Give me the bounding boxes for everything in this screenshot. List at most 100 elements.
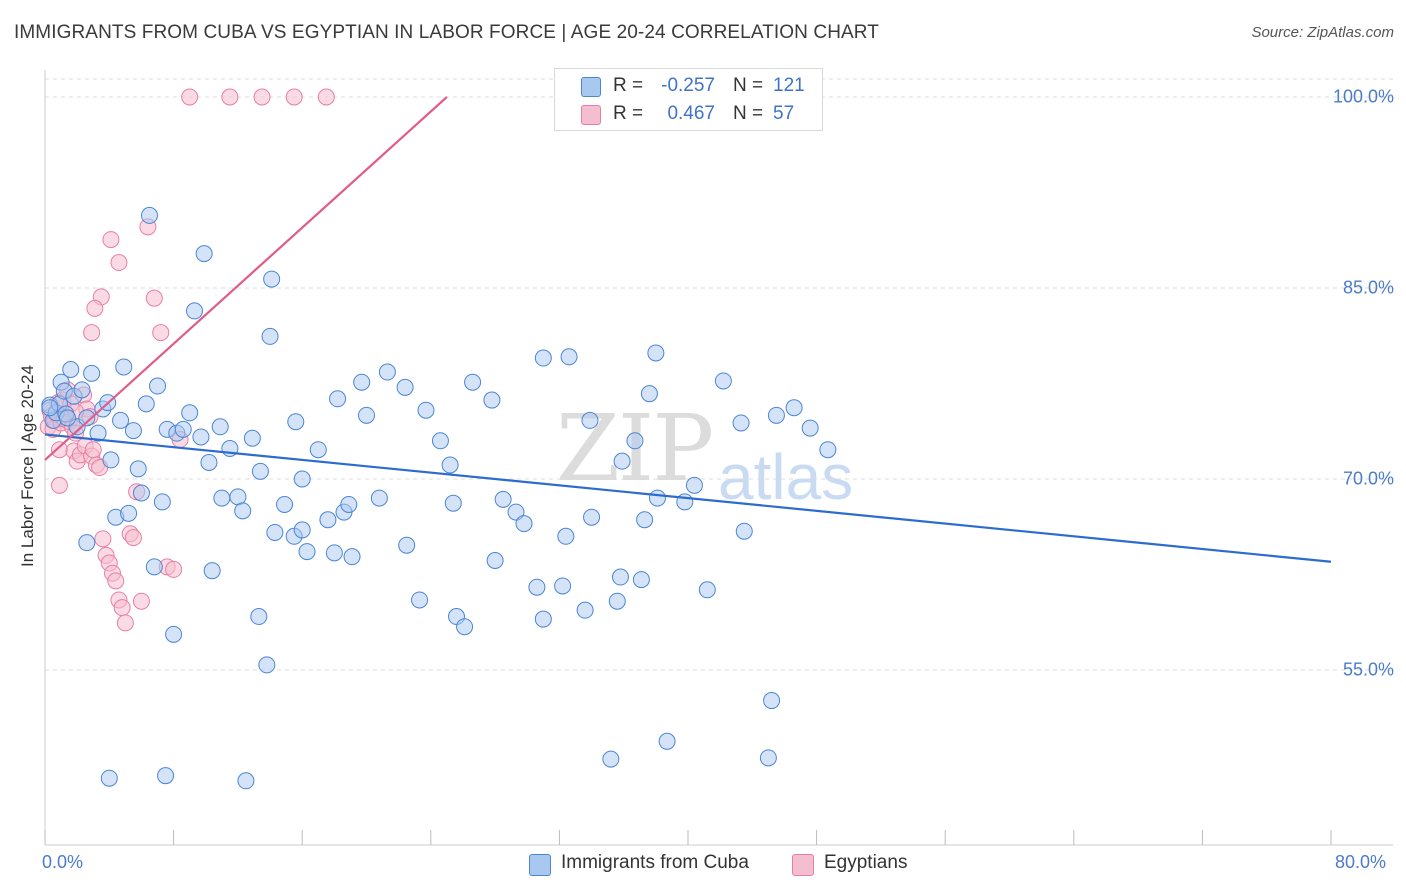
egypt-swatch xyxy=(581,105,601,125)
y-axis-label: In Labor Force | Age 20-24 xyxy=(18,365,37,567)
y-tick-70: 70.0% xyxy=(1342,468,1394,489)
stats-row-egypt: R = 0.467 N = 57 xyxy=(555,100,822,128)
egypt-point xyxy=(145,289,163,307)
cuba-point xyxy=(157,767,175,785)
r-value-egypt: 0.467 xyxy=(667,103,715,124)
cuba-swatch xyxy=(581,77,601,97)
egypt-point xyxy=(50,476,68,494)
cuba-point xyxy=(560,348,578,366)
egypt-trend-line xyxy=(44,96,448,461)
cuba-point xyxy=(149,377,167,395)
cuba-point xyxy=(263,270,281,288)
cuba-point xyxy=(732,414,750,432)
cuba-point xyxy=(515,515,533,533)
cuba-point xyxy=(185,302,203,320)
egypt-point xyxy=(124,529,142,547)
cuba-point xyxy=(611,568,629,586)
cuba-point xyxy=(411,591,429,609)
cuba-point xyxy=(287,413,305,431)
cuba-point xyxy=(486,551,504,569)
cuba-point xyxy=(378,363,396,381)
n-value-cuba: 121 xyxy=(773,75,805,96)
egypt-point xyxy=(132,592,150,610)
cuba-point xyxy=(309,441,327,459)
cuba-point xyxy=(581,411,599,429)
cuba-point xyxy=(203,562,221,580)
cuba-point xyxy=(112,411,130,429)
egypt-point xyxy=(317,88,335,106)
cuba-point xyxy=(343,548,361,566)
egypt-point xyxy=(84,441,102,459)
cuba-point xyxy=(785,399,803,417)
cuba-point xyxy=(137,395,155,413)
cuba-point xyxy=(431,432,449,450)
cuba-point xyxy=(211,418,229,436)
egypt-point xyxy=(152,324,170,342)
cuba-point xyxy=(258,656,276,674)
cuba-point xyxy=(237,772,255,790)
n-value-egypt: 57 xyxy=(773,103,795,124)
cuba-point xyxy=(293,521,311,539)
cuba-point xyxy=(293,470,311,488)
cuba-point xyxy=(613,452,631,470)
cuba-point xyxy=(83,364,101,382)
x-tick-max: 80.0% xyxy=(1335,852,1387,872)
cuba-point xyxy=(266,523,284,541)
cuba-point xyxy=(153,493,171,511)
cuba-point xyxy=(340,495,358,513)
cuba-point xyxy=(174,420,192,438)
cuba-point xyxy=(353,373,371,391)
cuba-point xyxy=(298,543,316,561)
egypt-point xyxy=(116,614,134,632)
egypt-point xyxy=(165,560,183,578)
egypt-point xyxy=(94,530,112,548)
cuba-point xyxy=(554,577,572,595)
legend-label-egypt: Egyptians xyxy=(824,852,908,873)
cuba-point xyxy=(534,610,552,628)
cuba-point xyxy=(120,504,138,522)
cuba-point xyxy=(251,462,269,480)
cuba-point xyxy=(195,245,213,263)
cuba-point xyxy=(213,489,231,507)
cuba-point xyxy=(417,401,435,419)
cuba-point xyxy=(528,578,546,596)
y-tick-100: 100.0% xyxy=(1332,86,1394,107)
egypt-point xyxy=(102,231,120,249)
cuba-point xyxy=(250,608,268,626)
cuba-point xyxy=(78,534,96,552)
cuba-point xyxy=(685,476,703,494)
cuba-point xyxy=(494,490,512,508)
cuba-point xyxy=(145,558,163,576)
cuba-point xyxy=(62,360,80,378)
y-tick-55: 55.0% xyxy=(1342,659,1394,680)
y-tick-85: 85.0% xyxy=(1342,277,1394,298)
cuba-point xyxy=(396,378,414,396)
axes xyxy=(44,70,1393,846)
cuba-trend-line xyxy=(44,433,1332,563)
cuba-point xyxy=(636,511,654,529)
cuba-point xyxy=(444,494,462,512)
cuba-point xyxy=(59,409,77,427)
egypt-legend-swatch xyxy=(792,854,814,876)
cuba-point xyxy=(276,495,294,513)
cuba-point xyxy=(698,581,716,599)
x-tick-min: 0.0% xyxy=(42,852,84,872)
cuba-point xyxy=(73,381,91,399)
cuba-point xyxy=(358,406,375,424)
cuba-point xyxy=(234,502,252,520)
cuba-point xyxy=(767,406,785,424)
cuba-point xyxy=(534,349,552,367)
cuba-points xyxy=(41,206,837,790)
n-label: N = xyxy=(733,103,764,124)
cuba-point xyxy=(370,489,388,507)
n-label: N = xyxy=(733,75,764,96)
cuba-point xyxy=(78,409,96,427)
stats-box: R = -0.257 N = 121 R = 0.467 N = 57 xyxy=(554,68,823,131)
cuba-point xyxy=(557,527,575,545)
r-value-cuba: -0.257 xyxy=(661,75,715,96)
cuba-point xyxy=(124,422,142,440)
cuba-point xyxy=(243,429,261,447)
cuba-point xyxy=(165,625,183,643)
cuba-point xyxy=(398,536,416,554)
